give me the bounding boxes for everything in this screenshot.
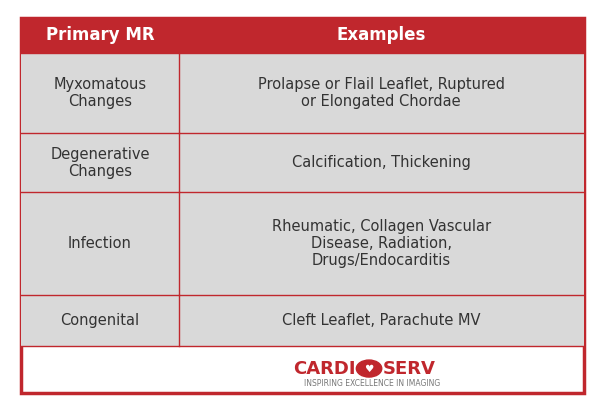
FancyBboxPatch shape — [21, 192, 584, 295]
FancyBboxPatch shape — [21, 295, 584, 346]
FancyBboxPatch shape — [21, 18, 584, 53]
Text: Examples: Examples — [336, 26, 426, 45]
Text: ♥: ♥ — [364, 364, 374, 373]
FancyBboxPatch shape — [21, 53, 584, 133]
Text: Myxomatous
Changes: Myxomatous Changes — [53, 77, 146, 109]
Text: CARDI: CARDI — [293, 360, 356, 377]
Circle shape — [356, 360, 382, 377]
FancyBboxPatch shape — [21, 18, 584, 393]
Text: Calcification, Thickening: Calcification, Thickening — [292, 155, 471, 170]
Text: Rheumatic, Collagen Vascular
Disease, Radiation,
Drugs/Endocarditis: Rheumatic, Collagen Vascular Disease, Ra… — [272, 219, 491, 269]
Text: Degenerative
Changes: Degenerative Changes — [50, 147, 149, 179]
Text: SERV: SERV — [382, 360, 435, 377]
Text: Cleft Leaflet, Parachute MV: Cleft Leaflet, Parachute MV — [282, 313, 480, 328]
Text: Congenital: Congenital — [60, 313, 140, 328]
Text: Prolapse or Flail Leaflet, Ruptured
or Elongated Chordae: Prolapse or Flail Leaflet, Ruptured or E… — [258, 77, 505, 109]
Text: INSPIRING EXCELLENCE IN IMAGING: INSPIRING EXCELLENCE IN IMAGING — [304, 379, 440, 388]
Text: Infection: Infection — [68, 236, 132, 251]
FancyBboxPatch shape — [21, 133, 584, 192]
Text: Primary MR: Primary MR — [45, 26, 154, 45]
